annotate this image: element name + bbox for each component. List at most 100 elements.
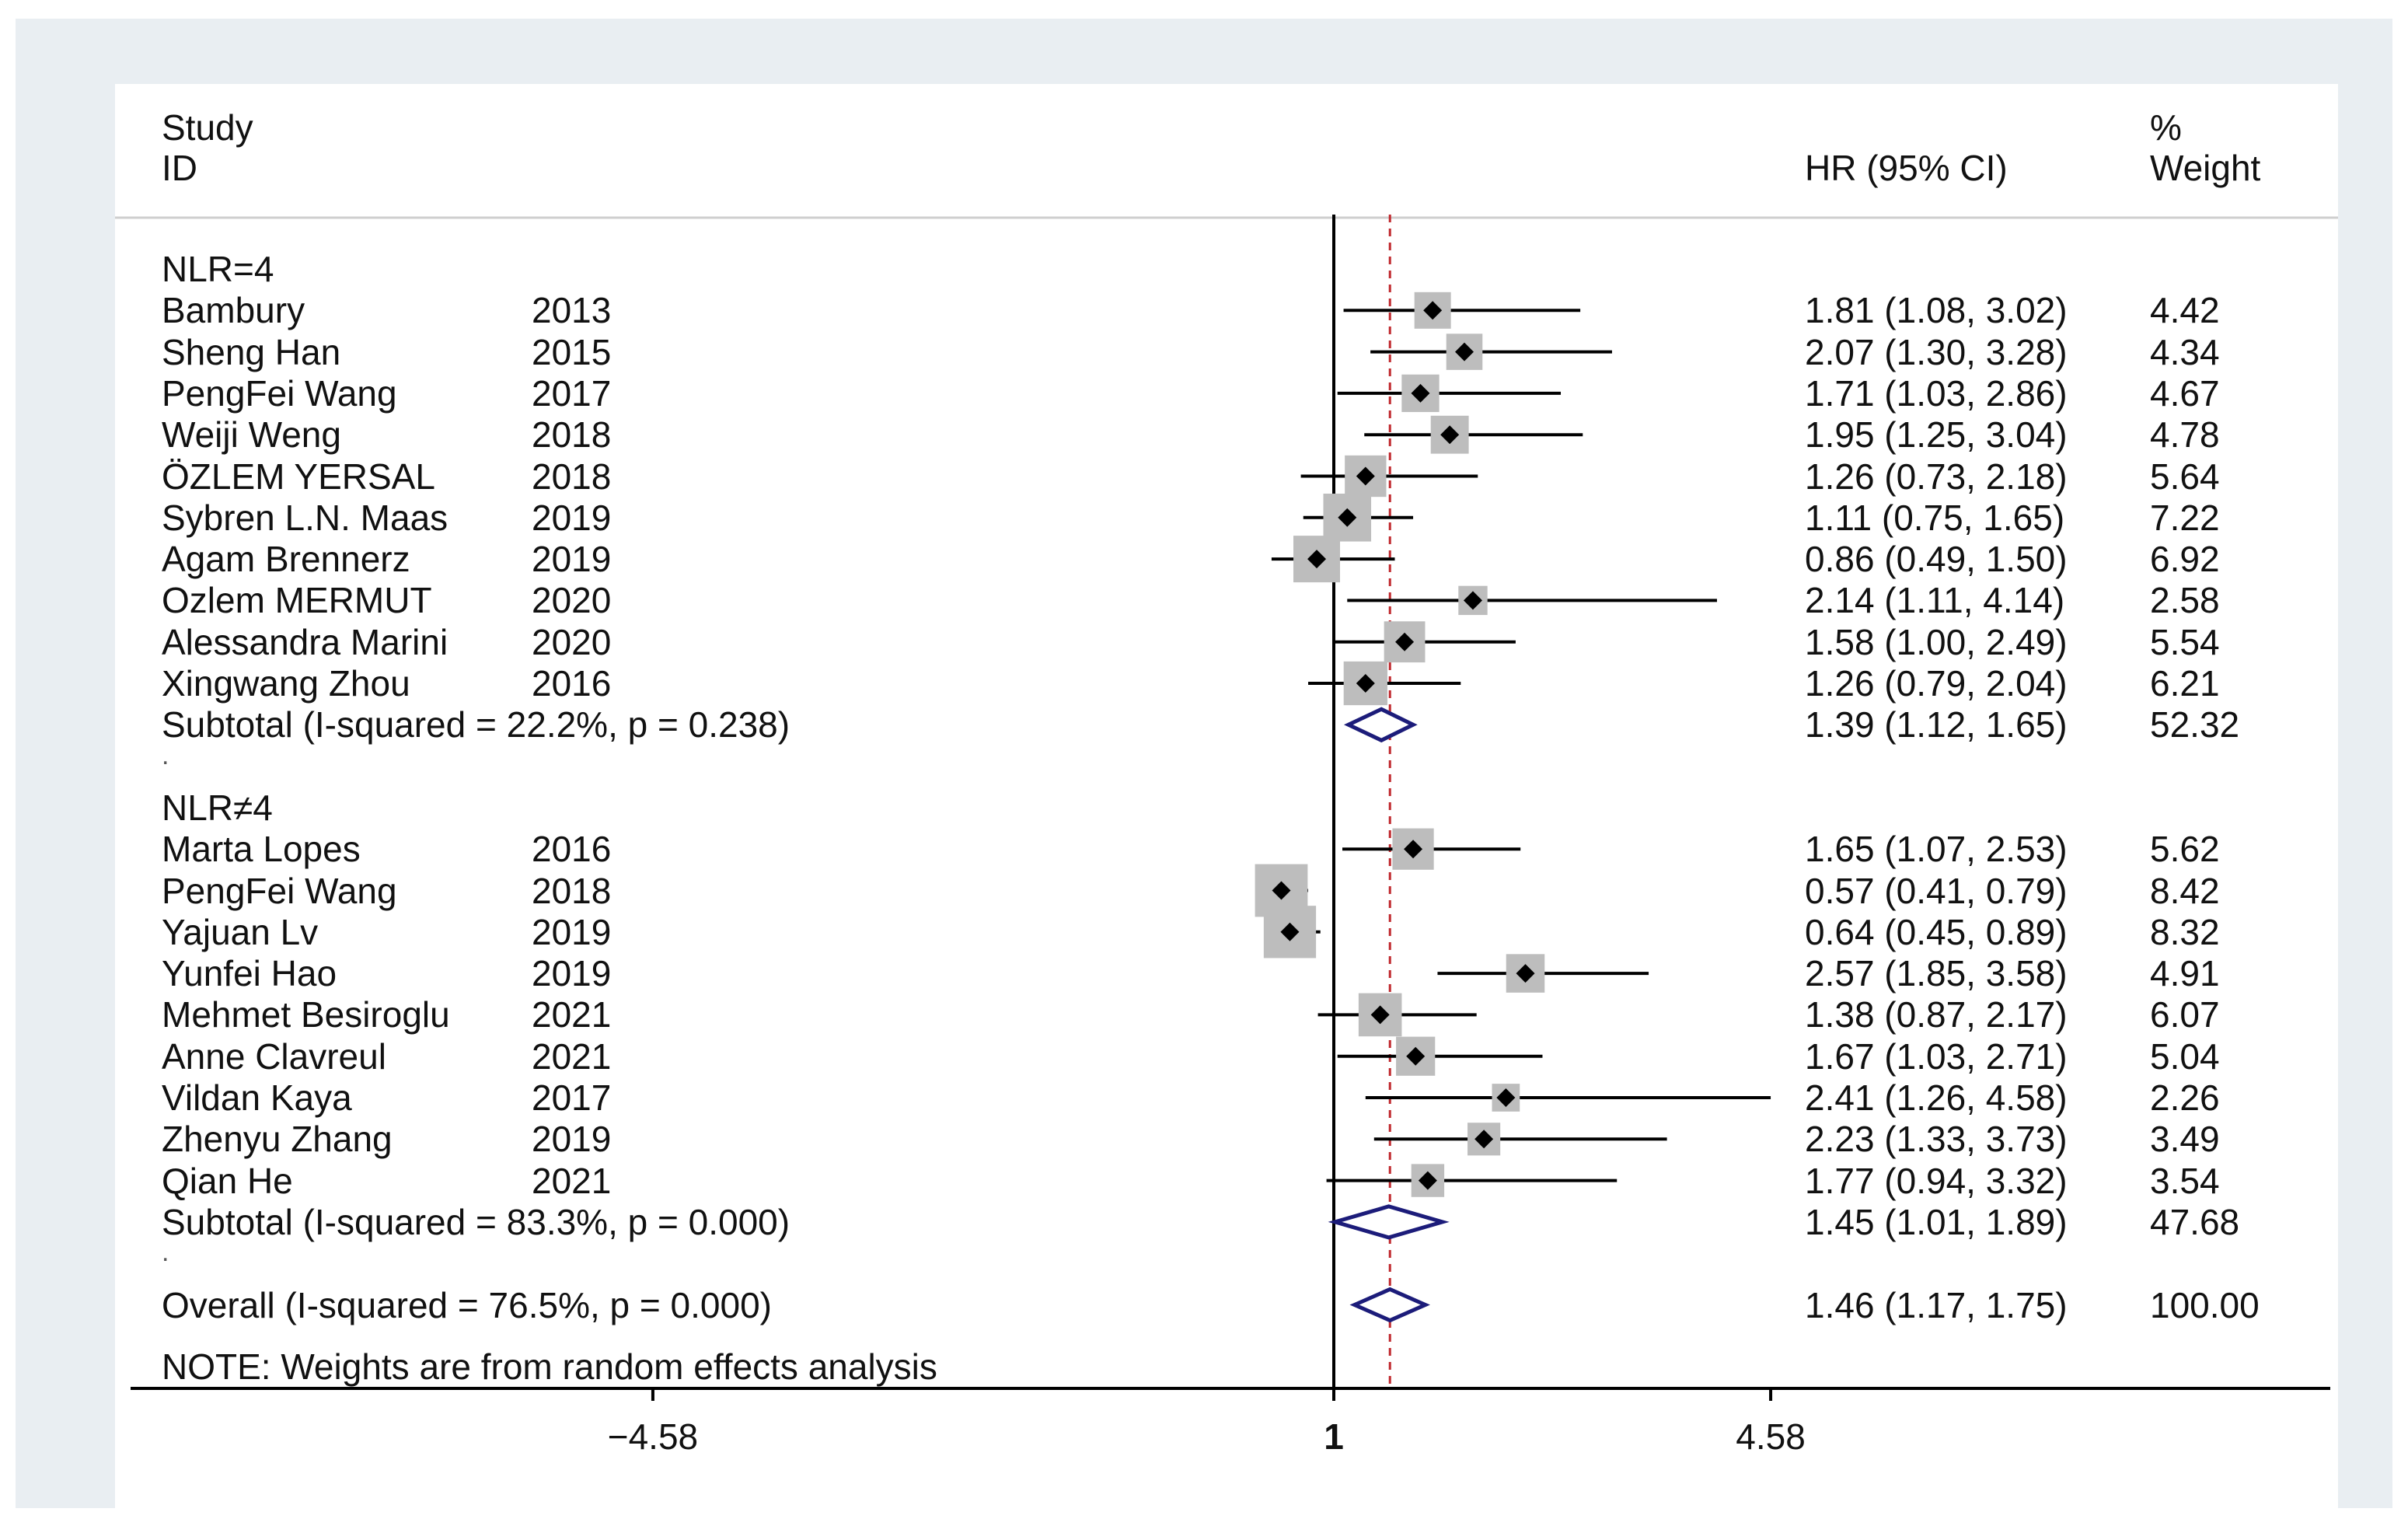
- study-ci: 1.11 (0.75, 1.65): [1805, 497, 2065, 538]
- study-name: Vildan Kaya: [162, 1077, 352, 1118]
- point-estimate: [1370, 1005, 1390, 1025]
- study-name: Sheng Han: [162, 331, 341, 372]
- study-ci: 0.86 (0.49, 1.50): [1805, 539, 2068, 580]
- x-tick-label: 4.58: [1736, 1416, 1806, 1457]
- point-estimate: [1406, 1046, 1426, 1066]
- study-ci: 1.65 (1.07, 2.53): [1805, 829, 2068, 870]
- point-estimate: [1423, 301, 1443, 320]
- study-name: PengFei Wang: [162, 870, 397, 911]
- study-weight: 4.42: [2150, 290, 2220, 331]
- subtotal-diamond: [1328, 1204, 1450, 1240]
- study-weight: 2.26: [2150, 1077, 2220, 1118]
- header-weight: Weight: [2150, 148, 2261, 188]
- study-year: 2015: [532, 331, 612, 372]
- study-ci: 1.26 (0.79, 2.04): [1805, 663, 2068, 704]
- study-year: 2013: [532, 290, 612, 331]
- study-weight: 3.49: [2150, 1119, 2220, 1160]
- study-ci: 2.57 (1.85, 3.58): [1805, 953, 2068, 994]
- point-estimate: [1356, 466, 1375, 486]
- subtotal-diamond: [1343, 707, 1418, 743]
- study-year: 2019: [532, 539, 612, 580]
- study-year: 2019: [532, 953, 612, 994]
- study-name: Qian He: [162, 1160, 293, 1201]
- study-ci: 1.38 (0.87, 2.17): [1805, 994, 2068, 1035]
- study-year: 2019: [532, 1119, 612, 1160]
- study-name: Mehmet Besiroglu: [162, 994, 450, 1035]
- study-ci: 2.07 (1.30, 3.28): [1805, 331, 2068, 372]
- study-name: Zhenyu Zhang: [162, 1119, 393, 1160]
- study-name: ÖZLEM YERSAL: [162, 456, 435, 497]
- header-study: Study: [162, 107, 253, 148]
- plot-region: Study ID HR (95% CI)% Weight NLR=4 Bambury 201…: [115, 84, 2338, 1519]
- study-name: Alessandra Marini: [162, 621, 448, 662]
- point-estimate: [1411, 383, 1430, 403]
- overall-ci: 1.46 (1.17, 1.75): [1805, 1284, 2068, 1325]
- subtotal-weight: 52.32: [2150, 704, 2240, 746]
- point-estimate: [1474, 1130, 1494, 1149]
- point-estimate: [1272, 881, 1291, 900]
- subtotal-label: Subtotal (I-squared = 22.2%, p = 0.238): [162, 704, 790, 746]
- study-weight: 8.42: [2150, 870, 2220, 911]
- point-estimate: [1454, 342, 1474, 361]
- study-ci: 1.95 (1.25, 3.04): [1805, 414, 2068, 456]
- header-id: ID: [162, 148, 197, 188]
- study-name: Bambury: [162, 290, 305, 331]
- study-year: 2021: [532, 1160, 612, 1201]
- point-estimate: [1440, 425, 1460, 445]
- study-weight: 4.34: [2150, 331, 2220, 372]
- point-estimate: [1516, 964, 1535, 983]
- forest-plot: [115, 215, 2338, 1401]
- x-tick-label: −4.58: [607, 1416, 699, 1457]
- study-ci: 1.67 (1.03, 2.71): [1805, 1035, 2068, 1077]
- point-estimate: [1418, 1171, 1437, 1190]
- study-weight: 4.67: [2150, 372, 2220, 414]
- subtotal-weight: 47.68: [2150, 1201, 2240, 1242]
- point-estimate: [1496, 1088, 1516, 1107]
- study-year: 2017: [532, 372, 612, 414]
- study-weight: 6.92: [2150, 539, 2220, 580]
- study-year: 2016: [532, 829, 612, 870]
- study-weight: 7.22: [2150, 497, 2220, 538]
- study-name: Ozlem MERMUT: [162, 580, 432, 621]
- overall-weight: 100.00: [2150, 1284, 2260, 1325]
- study-ci: 1.58 (1.00, 2.49): [1805, 621, 2068, 662]
- study-name: Xingwang Zhou: [162, 663, 410, 704]
- study-year: 2019: [532, 911, 612, 952]
- study-weight: 4.91: [2150, 953, 2220, 994]
- figure-frame: Study ID HR (95% CI)% Weight NLR=4 Bambury 201…: [16, 19, 2392, 1519]
- study-ci: 1.81 (1.08, 3.02): [1805, 290, 2068, 331]
- study-year: 2020: [532, 621, 612, 662]
- row-spacer: .: [162, 740, 169, 770]
- study-year: 2018: [532, 414, 612, 456]
- study-weight: 3.54: [2150, 1160, 2220, 1201]
- header-percent: %: [2150, 107, 2182, 148]
- study-ci: 0.57 (0.41, 0.79): [1805, 870, 2068, 911]
- subtotal-label: Subtotal (I-squared = 83.3%, p = 0.000): [162, 1201, 790, 1242]
- study-weight: 5.04: [2150, 1035, 2220, 1077]
- study-name: PengFei Wang: [162, 372, 397, 414]
- study-weight: 5.64: [2150, 456, 2220, 497]
- subtotal-ci: 1.45 (1.01, 1.89): [1805, 1201, 2068, 1242]
- study-ci: 0.64 (0.45, 0.89): [1805, 911, 2068, 952]
- row-spacer: .: [162, 1238, 169, 1268]
- study-ci: 1.26 (0.73, 2.18): [1805, 456, 2068, 497]
- study-ci: 2.14 (1.11, 4.14): [1805, 580, 2065, 621]
- point-estimate: [1463, 591, 1482, 610]
- header-hr: HR (95% CI): [1805, 148, 2008, 188]
- study-name: Sybren L.N. Maas: [162, 497, 448, 538]
- subtotal-ci: 1.39 (1.12, 1.65): [1805, 704, 2068, 746]
- study-name: Yunfei Hao: [162, 953, 337, 994]
- study-weight: 5.54: [2150, 621, 2220, 662]
- study-year: 2019: [532, 497, 612, 538]
- study-year: 2021: [532, 994, 612, 1035]
- study-weight: 2.58: [2150, 580, 2220, 621]
- note-text: NOTE: Weights are from random effects an…: [162, 1346, 937, 1387]
- group-label: NLR≠4: [162, 787, 273, 828]
- point-estimate: [1338, 508, 1357, 527]
- study-name: Agam Brennerz: [162, 539, 410, 580]
- group-label: NLR=4: [162, 249, 274, 289]
- study-weight: 5.62: [2150, 829, 2220, 870]
- point-estimate: [1404, 840, 1423, 859]
- study-ci: 2.23 (1.33, 3.73): [1805, 1119, 2068, 1160]
- overall-label: Overall (I-squared = 76.5%, p = 0.000): [162, 1284, 772, 1325]
